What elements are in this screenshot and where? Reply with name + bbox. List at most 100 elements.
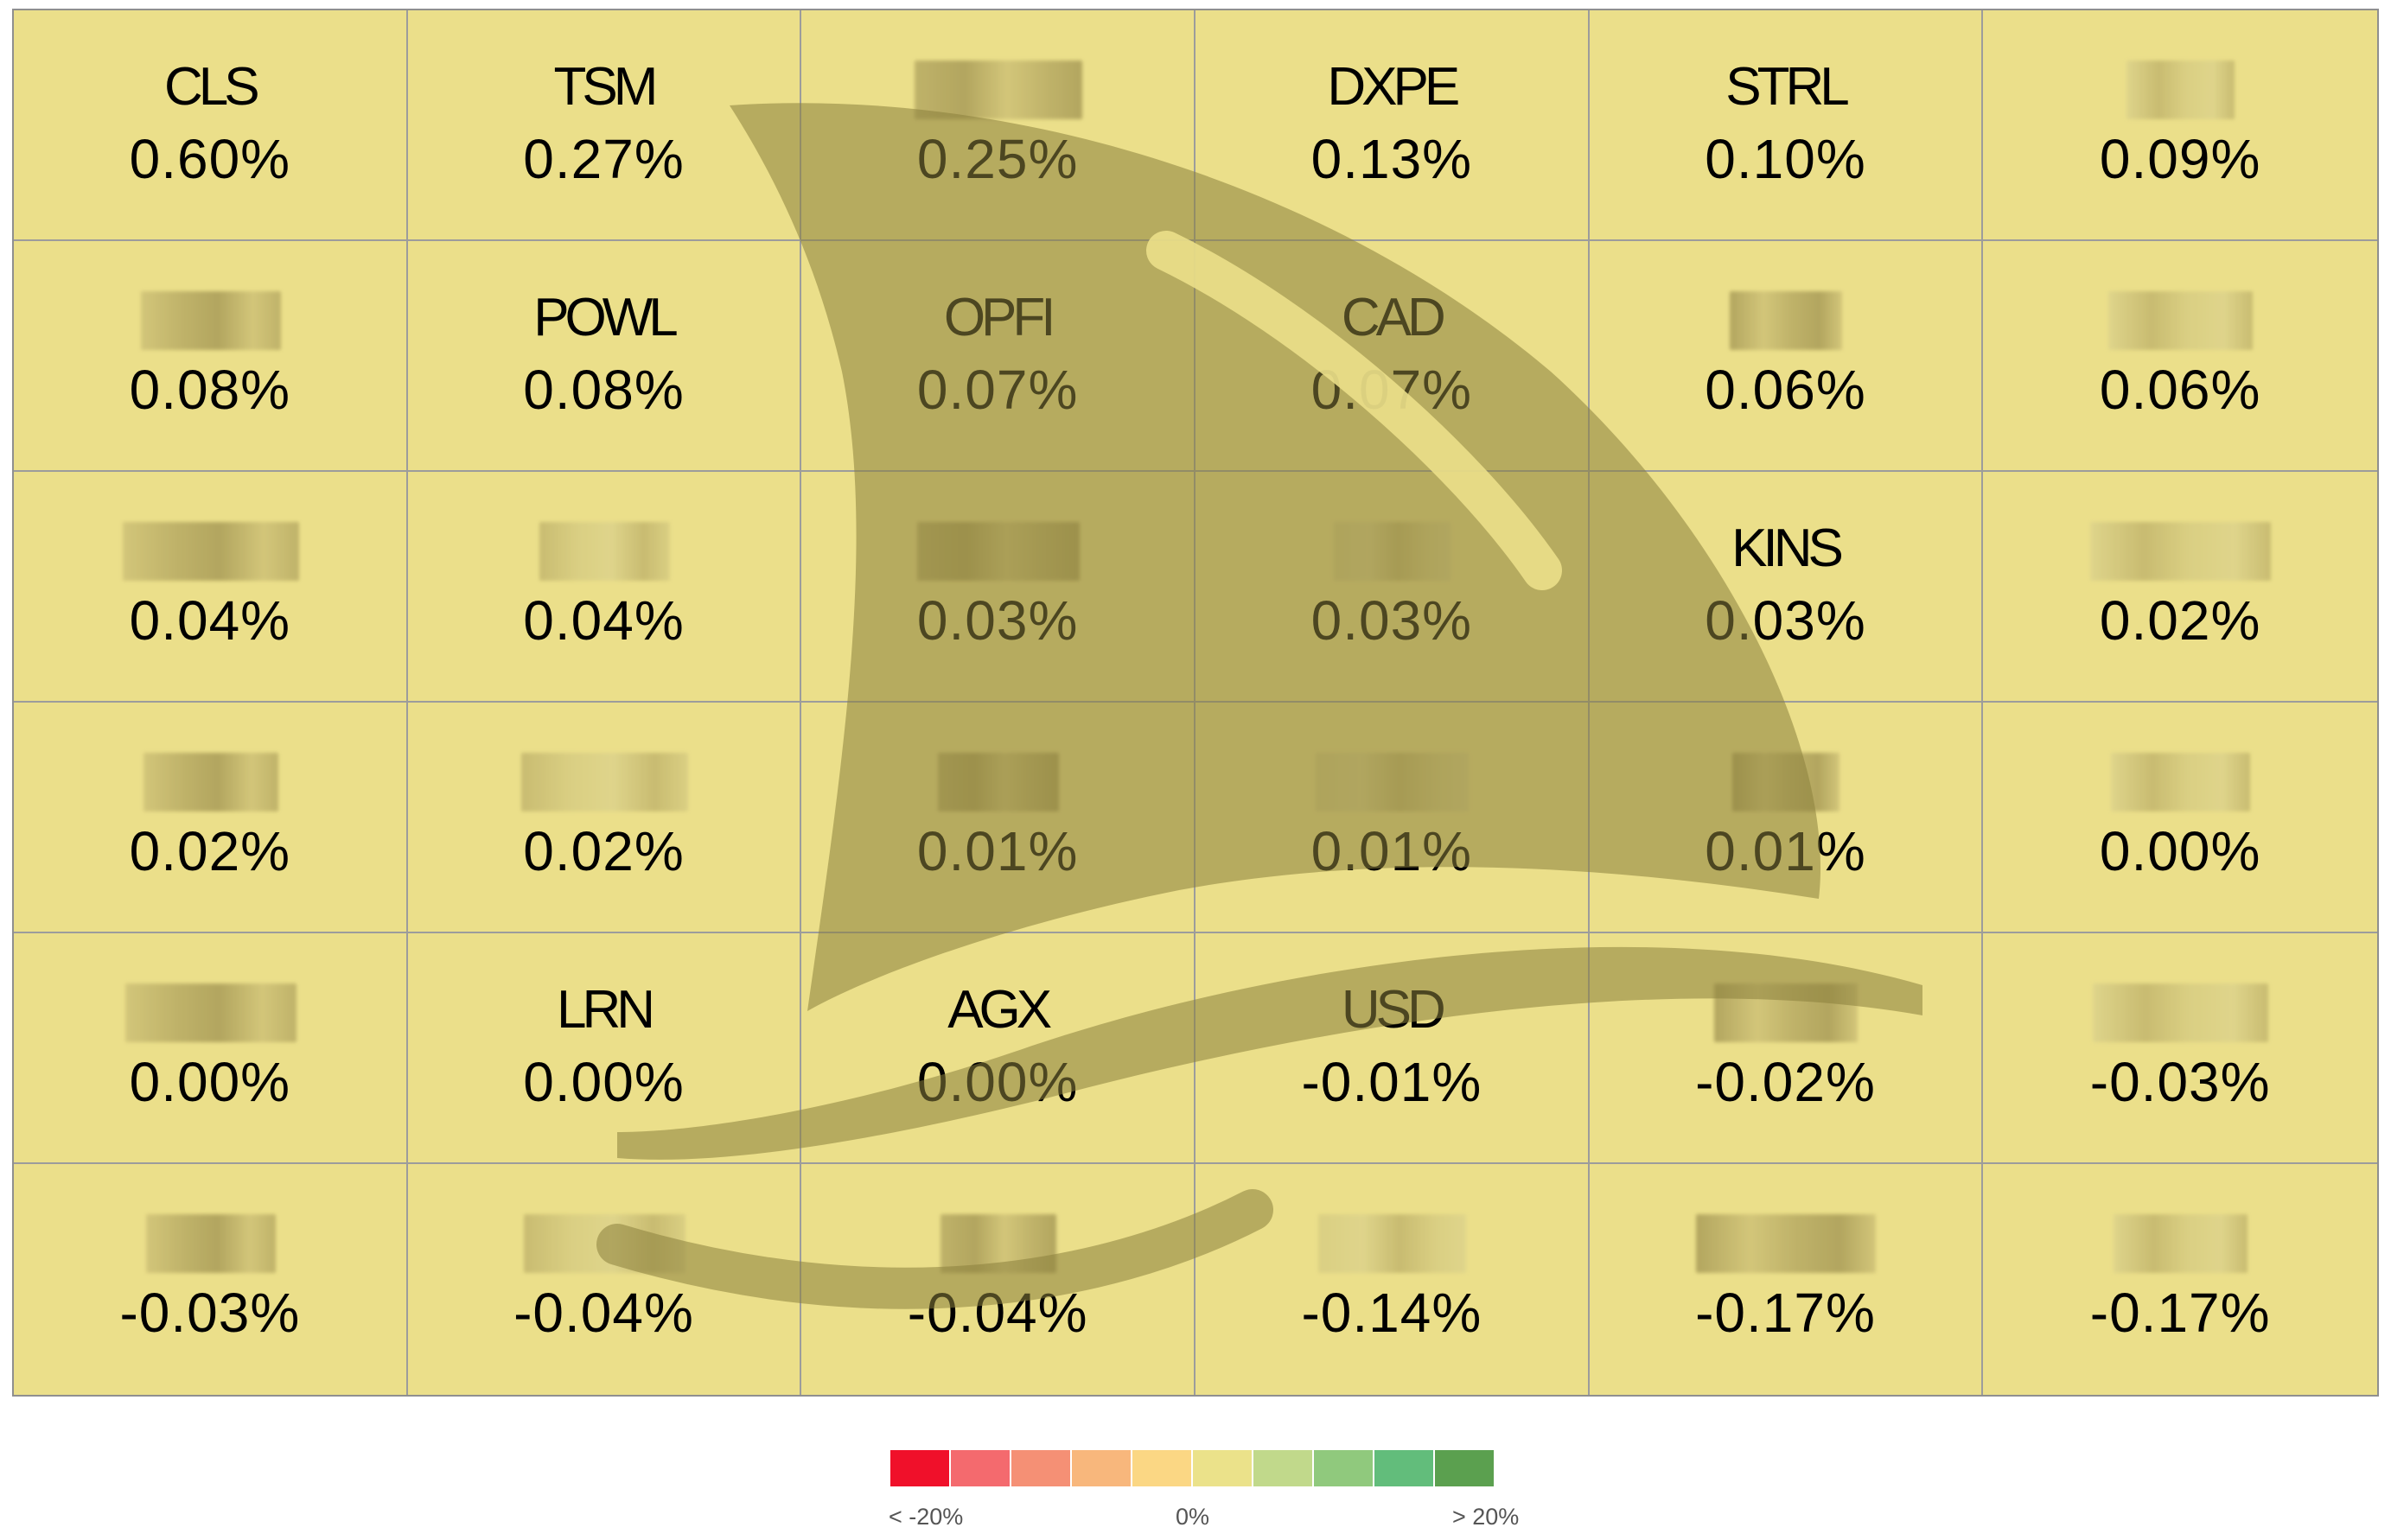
heatmap-cell[interactable]: 0.06%	[1589, 241, 1984, 472]
heatmap-cell[interactable]: -0.02%	[1589, 933, 1984, 1164]
cell-value: -0.04%	[907, 1282, 1088, 1344]
cell-value: 0.03%	[916, 589, 1079, 652]
redacted-ticker	[539, 522, 670, 581]
heatmap-cell[interactable]: 0.09%	[1983, 10, 2377, 241]
color-legend: < -20% 0% > 20%	[889, 1450, 1519, 1537]
legend-label-mid: 0%	[1176, 1504, 1210, 1530]
redacted-ticker	[2107, 291, 2253, 350]
legend-swatch	[1072, 1450, 1131, 1486]
heatmap-cell[interactable]: 0.25%	[801, 10, 1196, 241]
heatmap-cell[interactable]: POWL 0.08%	[407, 241, 802, 472]
heatmap-cell[interactable]: 0.03%	[801, 472, 1196, 703]
heatmap-cell[interactable]: 0.02%	[1983, 472, 2377, 703]
heatmap-cell[interactable]: -0.14%	[1196, 1164, 1590, 1395]
legend-swatch	[951, 1450, 1010, 1486]
heatmap-cell[interactable]: -0.03%	[1983, 933, 2377, 1164]
legend-label-low: < -20%	[889, 1504, 964, 1530]
legend-label-high: > 20%	[1452, 1504, 1520, 1530]
heatmap-cell[interactable]: CLS 0.60%	[14, 10, 408, 241]
heatmap-cell[interactable]: TSM 0.27%	[407, 10, 802, 241]
heatmap-cell[interactable]: 0.02%	[14, 703, 408, 933]
cell-ticker: CLS	[164, 57, 260, 117]
redacted-ticker	[124, 983, 296, 1042]
heatmap-cell[interactable]: KINS 0.03%	[1589, 472, 1984, 703]
cell-value: -0.03%	[2089, 1051, 2271, 1113]
redacted-ticker	[940, 1214, 1057, 1273]
cell-value: 0.00%	[2099, 820, 2261, 882]
redacted-ticker	[917, 522, 1081, 581]
cell-value: 0.00%	[916, 1051, 1079, 1113]
cell-value: 0.04%	[129, 589, 291, 652]
cell-value: 0.01%	[916, 820, 1079, 882]
cell-value: 0.00%	[523, 1051, 685, 1113]
cell-value: 0.06%	[1705, 359, 1866, 421]
redacted-ticker	[1730, 291, 1843, 350]
redacted-ticker	[2113, 1214, 2248, 1273]
cell-value: -0.17%	[1695, 1282, 1876, 1344]
cell-value: 0.06%	[2099, 359, 2261, 421]
heatmap-cell[interactable]: OPFI 0.07%	[801, 241, 1196, 472]
redacted-ticker	[122, 522, 299, 581]
heatmap-cell[interactable]: -0.17%	[1590, 1164, 1984, 1395]
heatmap-cell[interactable]: -0.04%	[408, 1164, 802, 1395]
redacted-ticker	[143, 753, 278, 811]
redacted-ticker	[1714, 983, 1859, 1042]
legend-swatch	[1193, 1450, 1252, 1486]
heatmap-cell[interactable]: 0.03%	[1196, 472, 1590, 703]
legend-swatch	[1011, 1450, 1070, 1486]
heatmap-cell[interactable]: 0.06%	[1983, 241, 2377, 472]
cell-ticker: TSM	[553, 57, 659, 117]
heatmap-cell[interactable]: 0.04%	[14, 472, 408, 703]
cell-value: 0.09%	[2099, 128, 2261, 190]
heatmap-cell[interactable]: LRN 0.00%	[407, 933, 802, 1164]
heatmap-cell[interactable]: 0.01%	[1196, 703, 1590, 933]
cell-ticker: OPFI	[943, 288, 1056, 347]
cell-ticker: POWL	[533, 288, 679, 347]
cell-value: 0.02%	[523, 820, 685, 882]
heatmap-cell[interactable]: 0.04%	[407, 472, 802, 703]
redacted-ticker	[1696, 1214, 1877, 1273]
heatmap-cell[interactable]: -0.17%	[1983, 1164, 2377, 1395]
heatmap-cell[interactable]: CAD 0.07%	[1196, 241, 1590, 472]
cell-value: 0.27%	[523, 128, 685, 190]
cell-value: -0.04%	[513, 1282, 694, 1344]
legend-swatch	[1374, 1450, 1433, 1486]
cell-value: 0.10%	[1705, 128, 1866, 190]
cell-ticker: KINS	[1731, 519, 1844, 578]
heatmap-cell[interactable]: -0.03%	[14, 1164, 408, 1395]
legend-swatch	[1314, 1450, 1373, 1486]
redacted-ticker	[1334, 522, 1451, 581]
cell-value: 0.01%	[1705, 820, 1866, 882]
heatmap-cell[interactable]: 0.00%	[1983, 703, 2377, 933]
cell-value: -0.02%	[1695, 1051, 1876, 1113]
heatmap-cell[interactable]: 0.01%	[801, 703, 1196, 933]
cell-ticker: CAD	[1341, 288, 1446, 347]
heatmap-cell[interactable]: USD -0.01%	[1196, 933, 1590, 1164]
heatmap-cell[interactable]: 0.08%	[14, 241, 408, 472]
heatmap-cell[interactable]: STRL 0.10%	[1589, 10, 1984, 241]
cell-value: 0.07%	[1310, 359, 1473, 421]
redacted-ticker	[520, 753, 688, 811]
cell-value: 0.04%	[523, 589, 685, 652]
heatmap-cell[interactable]: 0.00%	[14, 933, 408, 1164]
cell-ticker: AGX	[947, 980, 1052, 1040]
legend-swatch	[1132, 1450, 1191, 1486]
cell-value: 0.07%	[916, 359, 1079, 421]
heatmap-cell[interactable]: -0.04%	[801, 1164, 1196, 1395]
redacted-ticker	[1316, 753, 1470, 811]
redacted-ticker	[2126, 60, 2235, 119]
heatmap-cell[interactable]: AGX 0.00%	[801, 933, 1196, 1164]
cell-value: 0.25%	[916, 128, 1079, 190]
heatmap-cell[interactable]: DXPE 0.13%	[1196, 10, 1590, 241]
cell-value: 0.01%	[1310, 820, 1473, 882]
heatmap-cell[interactable]: 0.02%	[407, 703, 802, 933]
cell-value: 0.00%	[129, 1051, 291, 1113]
redacted-ticker	[1732, 753, 1840, 811]
cell-ticker: LRN	[556, 980, 655, 1040]
redacted-ticker	[145, 1214, 276, 1273]
heatmap-cell[interactable]: 0.01%	[1589, 703, 1984, 933]
cell-ticker: STRL	[1725, 57, 1849, 117]
cell-value: 0.03%	[1705, 589, 1866, 652]
legend-swatch	[1435, 1450, 1494, 1486]
redacted-ticker	[915, 60, 1083, 119]
